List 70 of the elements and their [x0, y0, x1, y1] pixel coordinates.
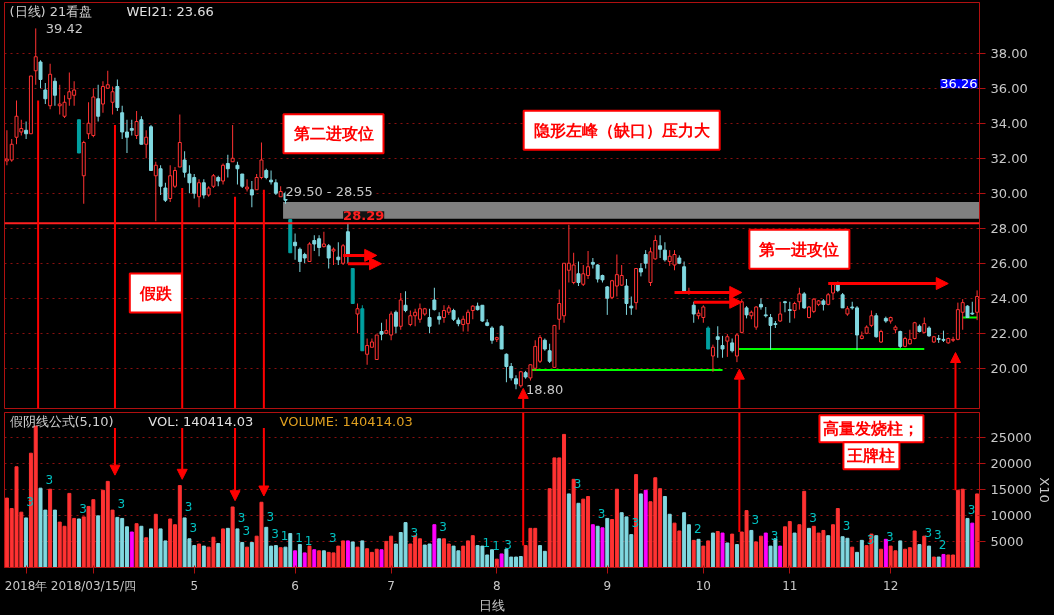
y-tick-label: 34.00 [990, 115, 1028, 131]
y-tick-label: 25000 [990, 429, 1032, 445]
annotation: 3 [184, 499, 193, 514]
chart-title: (日线) 21看盘 [9, 3, 93, 19]
annotation: 3 [242, 523, 251, 538]
x-tick-label: 9 [603, 578, 612, 593]
x-tick-label: 2018年 [4, 578, 48, 593]
y-tick-label: 32.00 [990, 150, 1028, 166]
ref-line-label: 28.29 [343, 208, 385, 224]
annotation: 1 [280, 529, 289, 544]
annotation: 3 [439, 520, 447, 535]
annotation: 3 [504, 538, 512, 553]
annotation: 3 [751, 512, 760, 527]
x-tick-label: 7 [387, 578, 395, 593]
annotation: 第二进攻位 [292, 124, 374, 144]
annotation: VOLUME: 140414.03 [279, 413, 413, 429]
annotation: 3 [266, 509, 275, 524]
annotation: VOL: 140414.03 [148, 413, 254, 429]
annotation: 39.42 [45, 20, 83, 36]
annotation: 1 [295, 531, 303, 546]
annotation: 3 [328, 531, 337, 546]
band-label: 29.50 - 28.55 [285, 184, 373, 199]
annotation: 3 [809, 511, 817, 526]
annotation: 3 [597, 507, 606, 522]
y-tick-label: 10000 [990, 507, 1032, 523]
y-tick-label: 28.00 [990, 220, 1028, 236]
annotation: 3 [924, 526, 933, 541]
x-tick-label: 6 [291, 578, 299, 593]
annotation: 36.26 [940, 76, 978, 92]
annotation: 第一进攻位 [758, 239, 840, 259]
annotation: WEI21: 23.66 [126, 3, 214, 19]
annotation: 3 [842, 518, 851, 533]
annotation: 1 [492, 538, 500, 553]
annotation: 假跌 [138, 283, 173, 303]
annotation: 18.80 [526, 381, 564, 397]
annotation: 3 [967, 503, 976, 518]
y-tick-label: 15000 [990, 481, 1032, 497]
x-tick-label: 11 [782, 578, 798, 593]
annotation: 高量发烧柱； [823, 419, 920, 439]
annotation: 王牌柱 [846, 446, 896, 466]
annotation: 2 [693, 522, 702, 537]
x-tick-label: 8 [492, 578, 501, 593]
y-axis-title: X10 [1036, 477, 1052, 503]
annotation: 3 [770, 529, 779, 544]
y-tick-label: 20.00 [990, 360, 1028, 376]
y-tick-label: 36.00 [990, 80, 1028, 96]
annotation: 1 [304, 533, 313, 548]
y-tick-label: 26.00 [990, 255, 1028, 271]
x-tick-label: 2018/03/15/四 [50, 578, 136, 593]
chart-title: 假阴线公式(5,10) [9, 413, 114, 429]
annotation: 3 [189, 520, 198, 535]
annotation: 隐形左峰（缺口）压力大 [533, 120, 711, 140]
x-tick-label: 12 [883, 578, 899, 593]
y-tick-label: 22.00 [990, 325, 1028, 341]
x-tick-label: 5 [190, 578, 199, 593]
annotation: 3 [45, 472, 54, 487]
x-tick-label: 10 [695, 578, 711, 593]
y-tick-label: 20000 [990, 455, 1032, 471]
y-tick-label: 30.00 [990, 185, 1028, 201]
annotation: 3 [866, 533, 875, 548]
annotation: 3 [237, 511, 246, 526]
annotation: 1 [482, 536, 491, 551]
x-axis-title: 日线 [479, 597, 505, 613]
y-tick-label: 38.00 [990, 45, 1028, 61]
y-tick-label: 24.00 [990, 290, 1028, 306]
annotation: 3 [271, 527, 279, 542]
annotation: 3 [79, 502, 87, 517]
y-tick-label: 5000 [990, 533, 1024, 549]
annotation: 3 [886, 530, 894, 545]
annotation: 3 [117, 496, 126, 511]
